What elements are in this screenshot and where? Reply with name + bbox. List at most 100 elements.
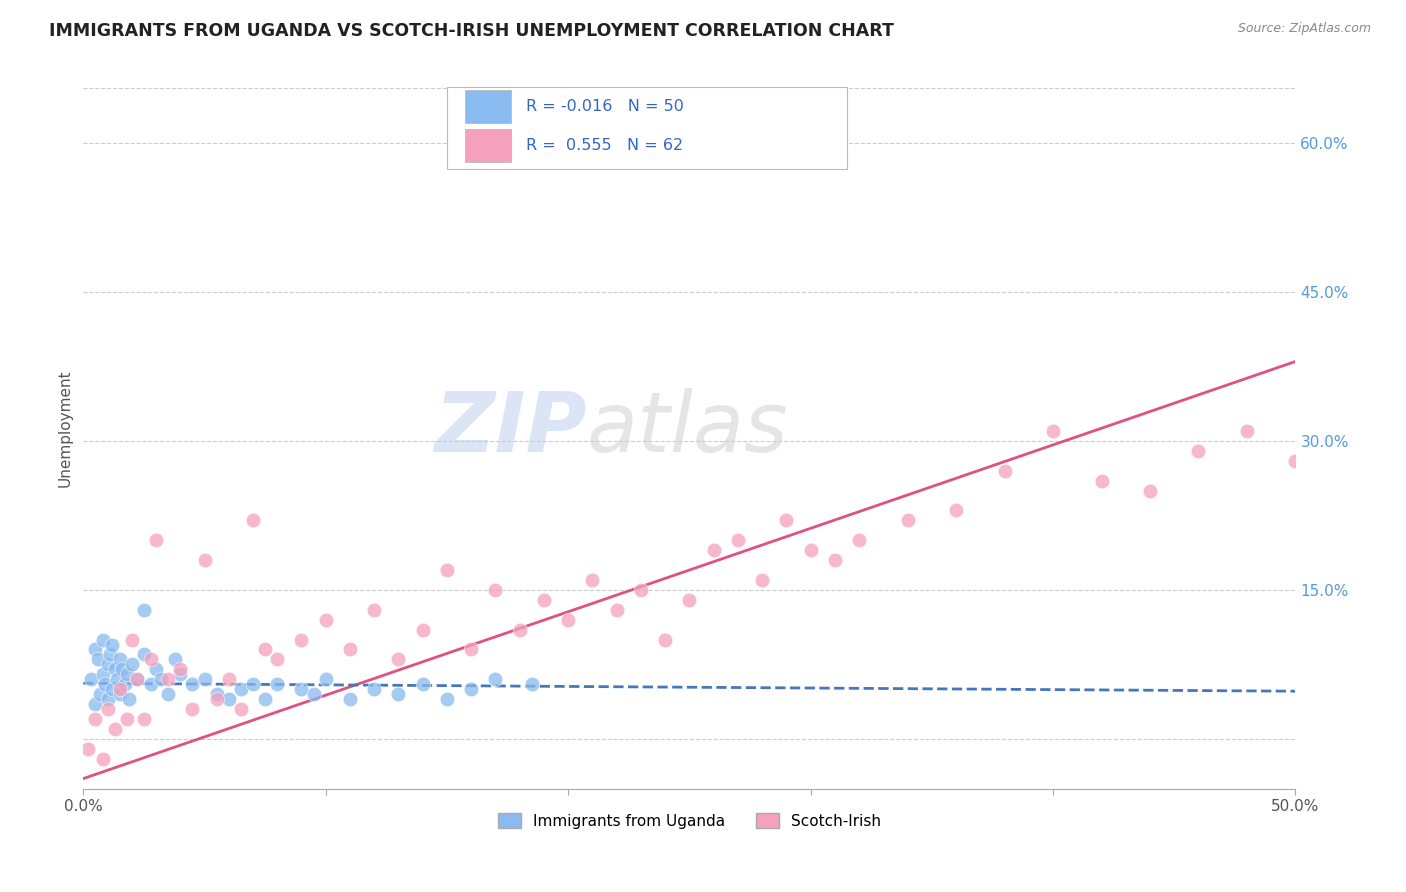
Point: [181, 702, 204, 716]
Point: [101, 638, 124, 652]
Point: [1381, 404, 1403, 418]
Point: [104, 722, 127, 736]
Point: [77, 741, 100, 756]
Point: [125, 673, 148, 687]
Point: [460, 642, 482, 657]
Point: [678, 592, 700, 607]
Point: [121, 632, 143, 647]
Point: [315, 613, 337, 627]
Point: [79, 673, 101, 687]
FancyBboxPatch shape: [465, 90, 512, 123]
Point: [945, 503, 967, 517]
Text: R =  0.555   N = 62: R = 0.555 N = 62: [526, 138, 683, 153]
Point: [108, 687, 131, 701]
Point: [315, 673, 337, 687]
Point: [96, 702, 118, 716]
Point: [169, 662, 191, 676]
Point: [436, 692, 458, 706]
Point: [145, 662, 167, 676]
Point: [254, 642, 277, 657]
Point: [630, 582, 652, 597]
Point: [363, 682, 385, 697]
Point: [84, 642, 107, 657]
Point: [115, 667, 138, 681]
Point: [1284, 454, 1306, 468]
Point: [436, 563, 458, 577]
Point: [104, 662, 127, 676]
Point: [229, 702, 252, 716]
Point: [412, 677, 434, 691]
Text: ZIP: ZIP: [433, 388, 586, 469]
Point: [1187, 443, 1209, 458]
Point: [520, 677, 543, 691]
Point: [800, 543, 823, 558]
Point: [105, 673, 128, 687]
Point: [94, 677, 117, 691]
Point: [339, 642, 361, 657]
Point: [205, 687, 228, 701]
Point: [290, 632, 312, 647]
Point: [557, 613, 579, 627]
Point: [484, 582, 506, 597]
Point: [1236, 424, 1258, 438]
Point: [114, 677, 136, 691]
Point: [533, 592, 555, 607]
Point: [775, 513, 797, 527]
Point: [412, 623, 434, 637]
Point: [132, 648, 155, 662]
Point: [824, 553, 846, 567]
Point: [290, 682, 312, 697]
Point: [118, 692, 141, 706]
Point: [896, 513, 918, 527]
Point: [149, 673, 172, 687]
Point: [165, 652, 187, 666]
Point: [302, 687, 325, 701]
FancyBboxPatch shape: [465, 129, 512, 161]
Point: [84, 697, 107, 711]
Point: [193, 673, 215, 687]
Point: [1139, 483, 1161, 498]
Point: [229, 682, 252, 697]
Point: [98, 648, 121, 662]
Point: [509, 623, 531, 637]
Text: R = -0.016   N = 50: R = -0.016 N = 50: [526, 99, 683, 114]
Point: [141, 652, 163, 666]
Point: [115, 712, 138, 726]
Point: [606, 603, 628, 617]
Point: [218, 673, 240, 687]
Point: [145, 533, 167, 548]
Point: [242, 677, 264, 691]
Point: [121, 657, 143, 672]
Text: IMMIGRANTS FROM UGANDA VS SCOTCH-IRISH UNEMPLOYMENT CORRELATION CHART: IMMIGRANTS FROM UGANDA VS SCOTCH-IRISH U…: [49, 22, 894, 40]
Point: [751, 573, 773, 587]
Point: [363, 603, 385, 617]
Point: [181, 677, 204, 691]
Point: [87, 652, 110, 666]
Legend: Immigrants from Uganda, Scotch-Irish: Immigrants from Uganda, Scotch-Irish: [492, 806, 887, 835]
Point: [266, 677, 288, 691]
Point: [1042, 424, 1064, 438]
Point: [141, 677, 163, 691]
Point: [387, 652, 409, 666]
Point: [169, 667, 191, 681]
Point: [111, 662, 134, 676]
Point: [96, 657, 118, 672]
Point: [205, 692, 228, 706]
Point: [1333, 414, 1355, 428]
Point: [84, 712, 107, 726]
Point: [91, 667, 114, 681]
Text: Source: ZipAtlas.com: Source: ZipAtlas.com: [1237, 22, 1371, 36]
Point: [848, 533, 870, 548]
Point: [96, 692, 118, 706]
Y-axis label: Unemployment: Unemployment: [58, 369, 72, 487]
Point: [703, 543, 725, 558]
Point: [387, 687, 409, 701]
Point: [108, 652, 131, 666]
Point: [193, 553, 215, 567]
Point: [993, 464, 1015, 478]
Point: [1090, 474, 1112, 488]
FancyBboxPatch shape: [447, 87, 846, 169]
Point: [581, 573, 603, 587]
Text: atlas: atlas: [586, 388, 787, 469]
Point: [132, 712, 155, 726]
